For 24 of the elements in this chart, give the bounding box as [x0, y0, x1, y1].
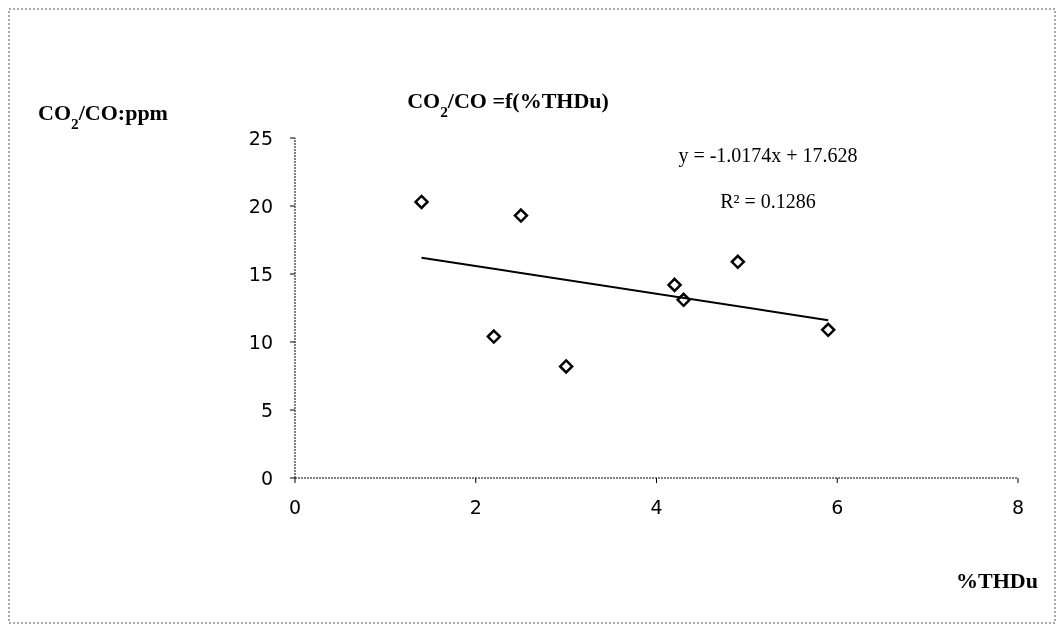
- y-tick-label: 0: [260, 466, 273, 489]
- point: [820, 322, 836, 338]
- annotation: y = -1.0174x + 17.628: [678, 144, 858, 167]
- y-axis-title: CO$_{2}$/CO:ppm: [38, 100, 168, 132]
- y-tick-label: 5: [260, 398, 273, 421]
- chart-title: CO$_{2}$/CO =f(%THDu): [407, 88, 609, 120]
- x-tick-label: 6: [831, 496, 844, 518]
- point: [667, 277, 682, 293]
- point: [730, 254, 746, 270]
- point: [676, 292, 691, 308]
- y-tick-label: 25: [248, 126, 273, 149]
- y-tick-label: 10: [248, 330, 273, 353]
- y-tick-label: 15: [248, 262, 273, 285]
- x-tick-label: 8: [1011, 496, 1025, 518]
- point: [558, 359, 574, 374]
- x-tick-label: 4: [650, 496, 663, 518]
- point: [486, 329, 502, 344]
- point: [414, 194, 429, 210]
- y-tick-label: 20: [248, 194, 273, 217]
- x-tick-label: 0: [288, 496, 302, 518]
- point: [513, 208, 529, 223]
- x-tick-label: 2: [469, 496, 482, 518]
- annotation: R² = 0.1286: [720, 190, 816, 212]
- x-axis-title: %THDu: [956, 568, 1038, 593]
